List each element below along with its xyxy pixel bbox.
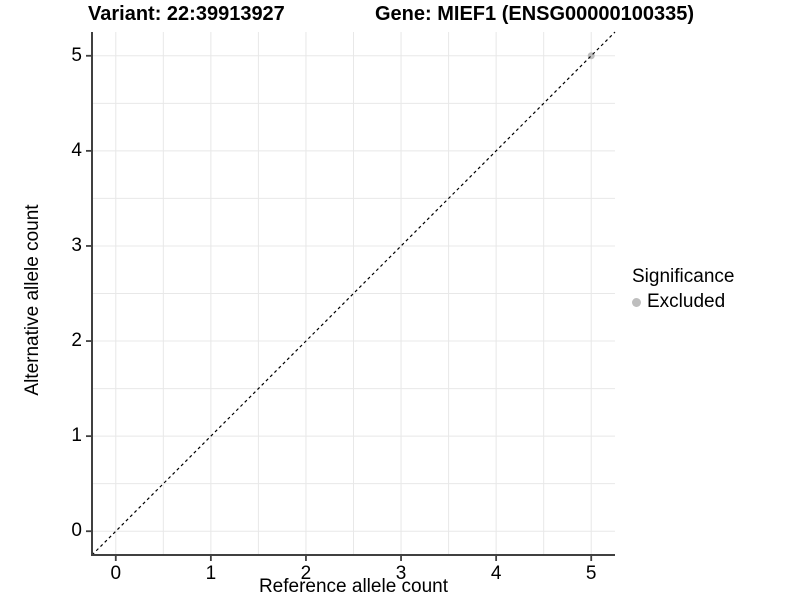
legend: Significance Excluded: [632, 266, 734, 313]
y-tick-label: 0: [71, 520, 82, 542]
variant-title: Variant: 22:39913927: [88, 3, 285, 25]
legend-items: Excluded: [632, 291, 734, 313]
plot-panel: [86, 31, 616, 561]
x-tick-label: 2: [300, 563, 312, 584]
y-tick-label: 5: [71, 44, 82, 66]
x-tick-label: 4: [490, 563, 502, 584]
gene-title: Gene: MIEF1 (ENSG00000100335): [375, 3, 695, 25]
x-tick-label: 0: [110, 563, 122, 584]
legend-point-icon: [632, 297, 641, 307]
y-tick-label: 3: [71, 234, 82, 256]
y-axis-title: Alternative allele count: [22, 204, 43, 396]
legend-item-excluded: Excluded: [632, 291, 734, 313]
legend-item-label: Excluded: [647, 291, 726, 312]
y-tick-label: 1: [71, 425, 82, 447]
y-tick-label: 2: [71, 330, 82, 352]
x-tick-label: 1: [205, 563, 217, 584]
x-tick-label: 3: [395, 563, 407, 584]
x-tick-label: 5: [585, 563, 597, 584]
y-tick-label: 4: [71, 139, 82, 161]
x-axis-title: Reference allele count: [258, 576, 449, 597]
legend-title: Significance: [632, 266, 735, 287]
plot-canvas: [86, 31, 616, 561]
